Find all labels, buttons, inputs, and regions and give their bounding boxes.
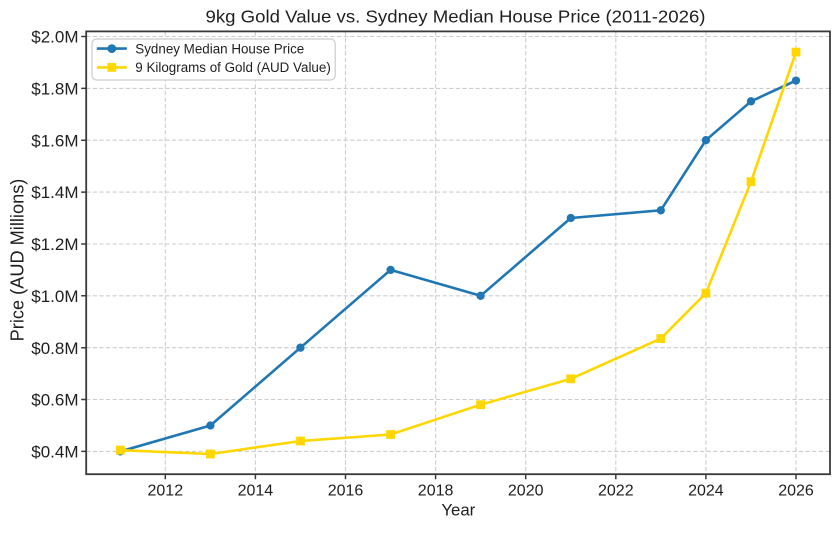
svg-text:2026: 2026 [778, 483, 814, 500]
svg-text:$1.0M: $1.0M [31, 287, 78, 306]
svg-text:9 Kilograms of Gold (AUD Value: 9 Kilograms of Gold (AUD Value) [135, 60, 330, 75]
svg-text:$1.4M: $1.4M [31, 183, 78, 202]
svg-text:2016: 2016 [328, 483, 364, 500]
svg-text:Sydney Median House Price: Sydney Median House Price [135, 41, 304, 56]
svg-text:$1.2M: $1.2M [31, 235, 78, 254]
svg-text:2022: 2022 [598, 483, 634, 500]
svg-text:$1.8M: $1.8M [31, 80, 78, 99]
svg-text:2014: 2014 [238, 483, 274, 500]
svg-text:$0.8M: $0.8M [31, 339, 78, 358]
svg-text:Price (AUD Millions): Price (AUD Millions) [7, 179, 27, 342]
svg-text:2012: 2012 [148, 483, 184, 500]
svg-text:$2.0M: $2.0M [31, 28, 78, 47]
svg-text:$1.6M: $1.6M [31, 131, 78, 150]
svg-text:2020: 2020 [508, 483, 544, 500]
svg-text:9kg Gold Value vs. Sydney Medi: 9kg Gold Value vs. Sydney Median House P… [206, 6, 706, 26]
svg-text:2024: 2024 [688, 483, 724, 500]
svg-text:2018: 2018 [418, 483, 454, 500]
svg-text:$0.6M: $0.6M [31, 391, 78, 410]
svg-text:Year: Year [441, 501, 475, 520]
svg-text:$0.4M: $0.4M [31, 443, 78, 462]
